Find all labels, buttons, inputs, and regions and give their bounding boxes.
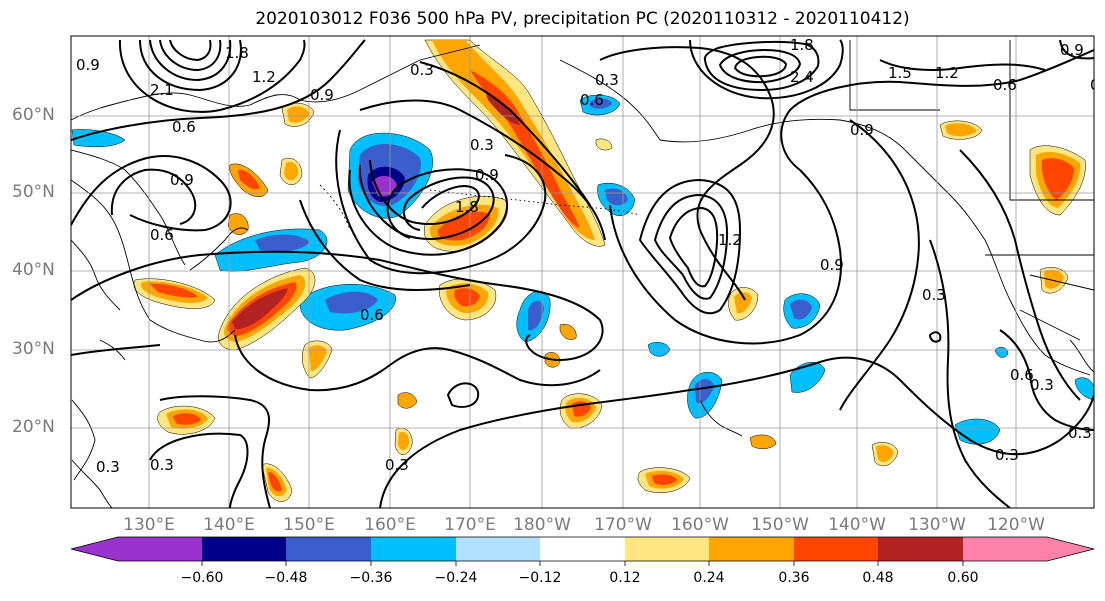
colorbar-segment [456,537,540,561]
contour-label: 0.6 [150,226,174,244]
colorbar-tick-label: 0.36 [778,570,810,586]
colorbar-outline [70,536,1095,562]
colorbar-segment [625,537,709,561]
colorbar-tick-label: −0.24 [434,570,478,586]
colorbar-tick-label: −0.36 [349,570,393,586]
colorbar-tick-label: −0.48 [264,570,308,586]
lon-label: 130°W [908,515,966,535]
coastlines [71,40,1094,508]
colorbar-segment [794,537,878,561]
contour-label: 1.8 [790,36,814,54]
contour-label: 1.8 [455,198,479,216]
contour-label: 1.5 [888,64,912,82]
colorbar-tick-label: −0.60 [180,570,224,586]
contour-label: 0.9 [475,166,499,184]
contour-label: 0.3 [1068,424,1092,442]
contour-label: 0.9 [170,171,194,189]
contour-label: 0.3 [995,446,1019,464]
colorbar-segment [1047,537,1094,561]
contour-label: 0.6 [172,118,196,136]
colorbar-tick-label: 0.12 [609,570,641,586]
contour-label: 0.9 [850,121,874,139]
colorbar-segment [202,537,286,561]
contour-label: 2.4 [790,68,814,86]
contour-label: 0.3 [96,458,120,476]
lat-label: 60°N [12,105,55,125]
colorbar-tick-label: −0.12 [518,570,562,586]
lat-label: 50°N [12,182,55,202]
lon-label: 150°W [751,515,809,535]
colorbar-segment [709,537,794,561]
contour-label: 0.9 [310,86,334,104]
contour-label: 0.6 [580,91,604,109]
lon-label: 170°E [444,515,496,535]
colorbar-segment [540,537,625,561]
contour-label: 1.2 [935,64,959,82]
colorbar-segment [71,537,118,561]
contour-label: 0.3 [410,61,434,79]
colorbar-tick-label: 0.60 [947,570,979,586]
lon-label: 170°W [594,515,652,535]
lon-label: 120°W [987,515,1045,535]
contour-label: 1.2 [718,231,742,249]
colorbar [70,536,1095,566]
lat-label: 40°N [12,260,55,280]
colorbar-tick-label: 0.24 [693,570,725,586]
contour-label: 0.6 [1010,366,1034,384]
lon-label: 160°W [671,515,729,535]
contour-label: 0.9 [76,56,100,74]
lon-label: 180°W [513,515,571,535]
lon-label: 150°E [283,515,335,535]
lon-label: 140°W [828,515,886,535]
contour-label: 0.6 [360,306,384,324]
colorbar-segment [963,537,1047,561]
contour-label: 0.3 [922,286,946,304]
colorbar-segment [118,537,202,561]
contour-labels: 2.1 1.8 1.2 0.9 0.6 1.8 2.4 1.5 1.2 0.9 … [76,36,1105,476]
map-title: 2020103012 F036 500 hPa PV, precipitatio… [255,9,910,29]
lon-label: 140°E [203,515,255,535]
colorbar-segment [878,537,963,561]
contour-label: 0.6 [993,76,1017,94]
contour-label: 0.3 [150,456,174,474]
lat-label: 20°N [12,417,55,437]
contour-label: 0.3 [385,456,409,474]
negative-anomalies [71,94,1094,445]
precip-shading [71,39,1094,502]
contour-label: 0.9 [1060,41,1084,59]
colorbar-segment [371,537,456,561]
map-frame [70,35,1095,509]
contour-label: 1.8 [225,44,249,62]
lat-label: 30°N [12,339,55,359]
pv-contours [71,39,1094,508]
contour-label: 0.9 [820,256,844,274]
contour-label: 1.2 [252,68,276,86]
contour-label: 0.3 [470,136,494,154]
contour-label: 2.1 [150,81,174,99]
contour-label: 0.3 [1030,376,1054,394]
colorbar-segment [286,537,371,561]
contour-label: 0.3 [595,71,619,89]
contour-label: 0.6 [1090,76,1105,94]
lon-label: 160°E [364,515,416,535]
lon-label: 130°E [123,515,175,535]
colorbar-tick-label: 0.48 [862,570,894,586]
